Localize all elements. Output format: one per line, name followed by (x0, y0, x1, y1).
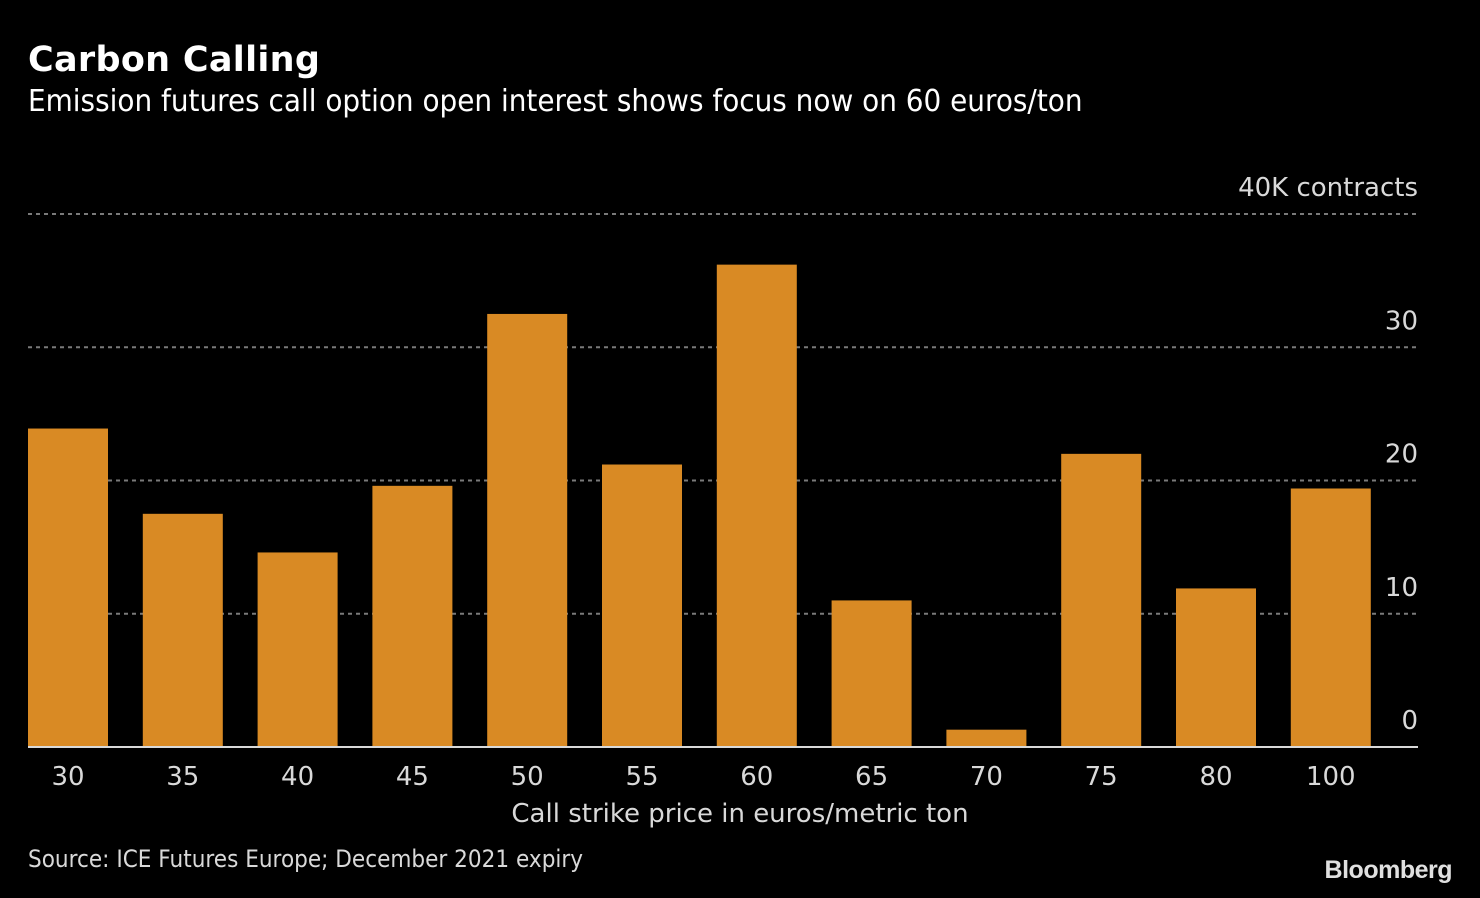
x-tick-label: 65 (855, 762, 888, 792)
bar-70 (946, 729, 1027, 747)
x-tick-label: 55 (625, 762, 658, 792)
bar-40 (257, 552, 338, 747)
source-note: Source: ICE Futures Europe; December 202… (28, 845, 584, 873)
x-tick-label: 45 (396, 762, 429, 792)
bar-100 (1290, 488, 1371, 747)
bar-60 (716, 264, 797, 747)
bar-80 (1176, 588, 1256, 747)
y-tick-label: 20 (1385, 440, 1418, 470)
bar-45 (372, 485, 453, 747)
chart-subtitle: Emission futures call option open intere… (28, 84, 1083, 119)
y-tick-label: 0 (1401, 706, 1418, 736)
x-tick-label: 35 (166, 762, 199, 792)
x-tick-label: 100 (1306, 762, 1356, 792)
x-axis-label: Call strike price in euros/metric ton (511, 799, 968, 829)
y-tick-label: 40K contracts (1238, 173, 1418, 203)
x-tick-label: 60 (740, 762, 773, 792)
bar-35 (142, 513, 223, 747)
y-tick-label: 10 (1385, 573, 1418, 603)
x-tick-label: 50 (511, 762, 544, 792)
bloomberg-logo: Bloomberg (1324, 856, 1453, 884)
x-tick-label: 40 (281, 762, 314, 792)
chart-title: Carbon Calling (28, 40, 321, 80)
x-tick-label: 30 (51, 762, 84, 792)
bars (28, 264, 1371, 747)
axes: 0 10 20 30 40K contracts 30 35 40 45 50 55 60 65 70 75… (28, 173, 1418, 792)
bar-75 (1061, 453, 1142, 747)
bar-30 (28, 428, 108, 747)
y-tick-label: 30 (1385, 306, 1418, 336)
x-tick-label: 80 (1199, 762, 1232, 792)
bar-50 (487, 313, 568, 747)
x-tick-label: 75 (1085, 762, 1118, 792)
bar-55 (602, 464, 682, 747)
x-tick-label: 70 (970, 762, 1003, 792)
bar-65 (831, 600, 912, 747)
